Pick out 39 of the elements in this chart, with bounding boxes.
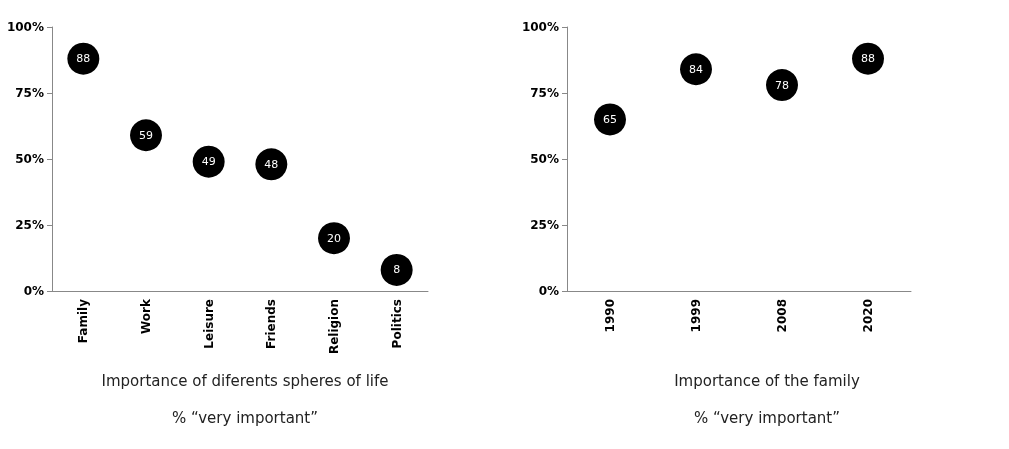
data-label: 78 [775,78,789,92]
text: Importance of diferents spheres of life [101,371,389,390]
x-tick-label: Politics [389,299,404,349]
y-tick-label: 25% [530,218,559,232]
data-label: 48 [264,157,279,171]
x-tick-label: Work [139,297,153,334]
data-label: 65 [603,112,617,126]
data-label: 59 [139,128,153,142]
text: % “very important” [171,408,319,427]
x-tick-label: Religion [327,299,341,355]
x-tick-label: 2008 [775,299,789,333]
point [594,103,626,136]
point [130,119,162,152]
y-tick-label: 75% [15,86,44,100]
y-tick-label: 100% [6,20,44,34]
y-tick-label: 0% [23,284,44,298]
x-tick-label: Leisure [201,299,216,349]
point [380,253,413,286]
data-label: 49 [201,155,216,169]
data-label: 84 [689,62,703,76]
data-label: 88 [861,52,875,66]
text: % “very important” [693,408,841,427]
y-tick-label: 75% [530,86,559,100]
point [766,69,798,102]
x-tick-label: 1999 [689,299,703,333]
point [192,145,225,178]
x-tick-label: 1990 [603,299,617,333]
data-label: 8 [393,263,401,277]
x-tick-label: Family [76,298,91,344]
text: Importance of the family [674,371,860,390]
data-label: 20 [327,231,341,245]
y-tick-label: 50% [530,152,559,166]
x-tick-label: Friends [264,299,279,349]
data-label: 88 [76,52,91,66]
y-tick-label: 25% [15,218,44,232]
y-tick-label: 50% [15,152,44,166]
y-tick-label: 100% [521,20,559,34]
x-tick-label: 2020 [861,299,875,333]
y-tick-label: 0% [538,284,559,298]
